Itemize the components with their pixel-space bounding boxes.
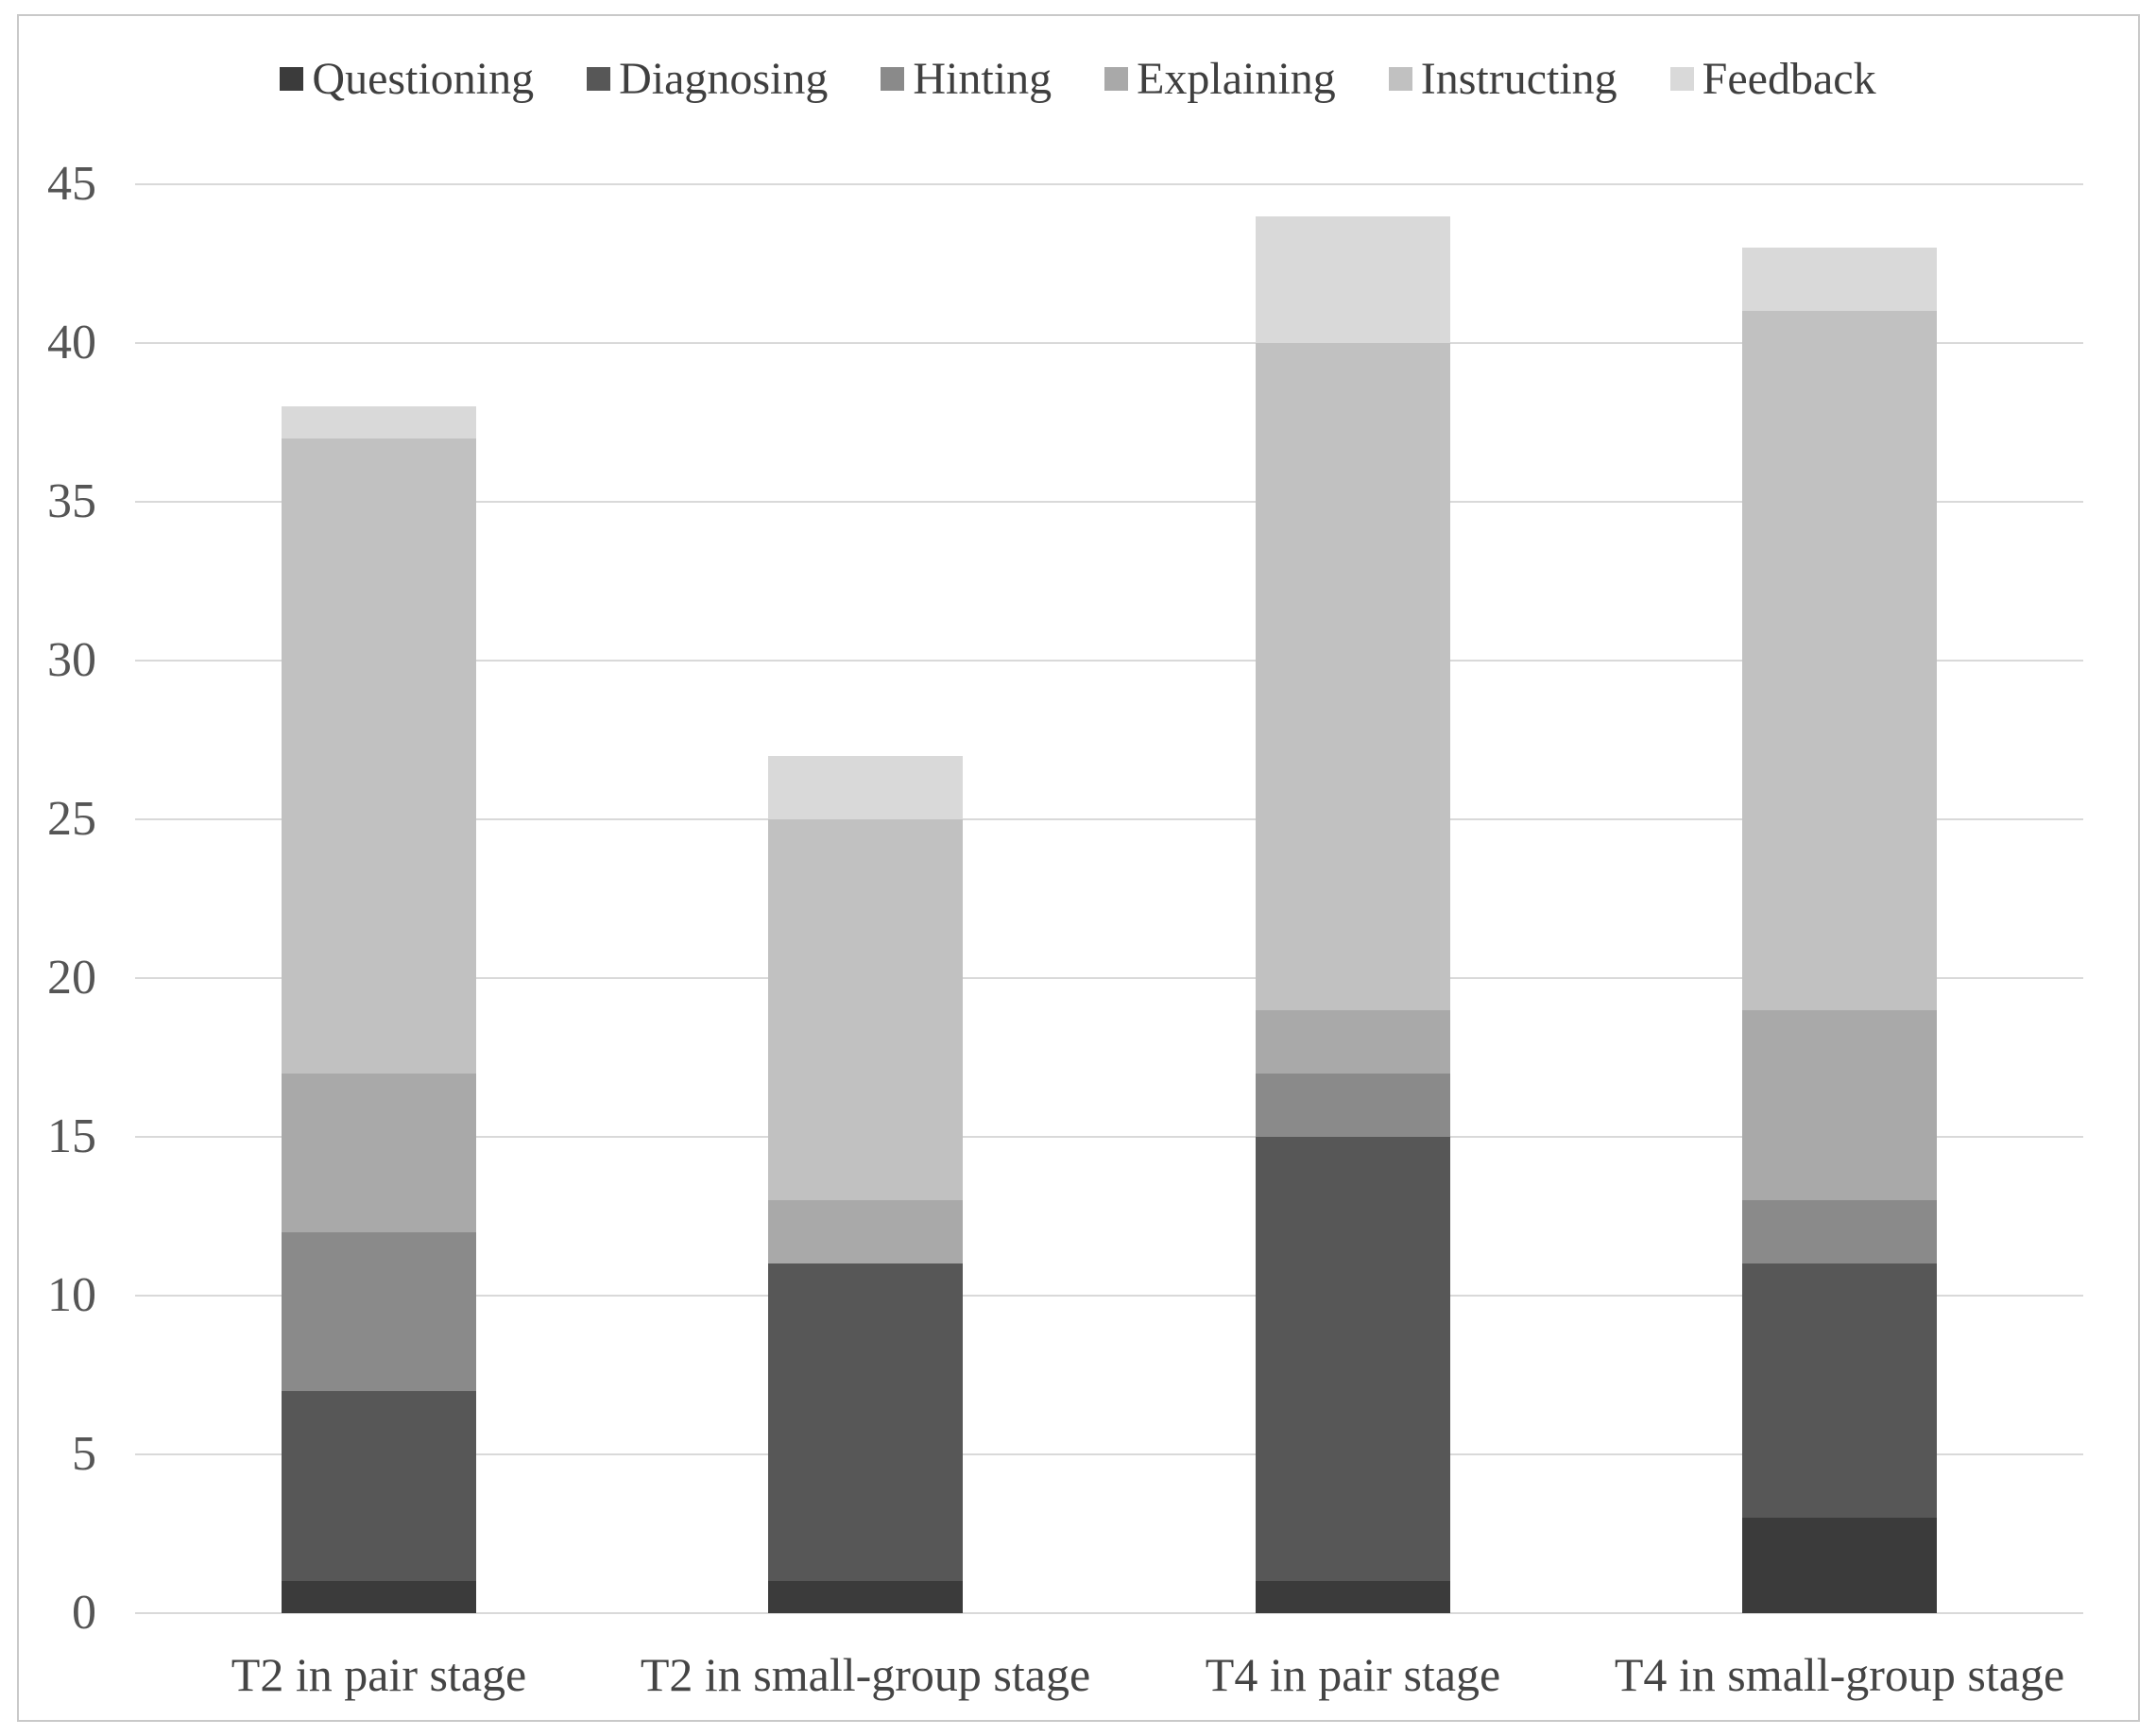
gridline-y-10 bbox=[135, 1295, 2083, 1297]
legend-item-instructing: Instructing bbox=[1388, 53, 1617, 105]
bar-segment-instructing-cat3 bbox=[1256, 343, 1450, 1010]
bar-segment-explaining-cat1 bbox=[282, 1073, 476, 1232]
y-axis-tick-label-10: 10 bbox=[47, 1268, 96, 1322]
bar-segment-questioning-cat3 bbox=[1256, 1581, 1450, 1613]
gridline-y-0 bbox=[135, 1612, 2083, 1614]
x-axis-category-label-4: T4 in small-group stage bbox=[1614, 1648, 2065, 1701]
gridline-y-20 bbox=[135, 977, 2083, 979]
bar-segment-instructing-cat4 bbox=[1742, 311, 1937, 1010]
y-axis-tick-label-45: 45 bbox=[47, 157, 96, 211]
legend-item-hinting: Hinting bbox=[881, 53, 1052, 105]
legend-label-instructing: Instructing bbox=[1420, 53, 1617, 104]
x-axis-category-label-3: T4 in pair stage bbox=[1205, 1648, 1501, 1701]
bar-segment-hinting-cat3 bbox=[1256, 1073, 1450, 1137]
bar-segment-diagnosing-cat4 bbox=[1742, 1263, 1937, 1519]
legend-item-questioning: Questioning bbox=[280, 53, 534, 105]
gridline-y-35 bbox=[135, 501, 2083, 503]
y-axis-tick-label-35: 35 bbox=[47, 474, 96, 528]
bar-segment-feedback-cat1 bbox=[282, 406, 476, 438]
y-axis-tick-label-40: 40 bbox=[47, 316, 96, 370]
bar-segment-feedback-cat3 bbox=[1256, 215, 1450, 343]
bar-segment-explaining-cat2 bbox=[768, 1200, 963, 1264]
gridline-y-45 bbox=[135, 183, 2083, 185]
bar-segment-questioning-cat2 bbox=[768, 1581, 963, 1613]
legend-swatch-diagnosing bbox=[587, 66, 611, 91]
legend-swatch-feedback bbox=[1669, 66, 1694, 91]
gridline-y-40 bbox=[135, 342, 2083, 344]
gridline-y-25 bbox=[135, 818, 2083, 820]
legend-label-feedback: Feedback bbox=[1702, 53, 1876, 104]
bar-segment-explaining-cat4 bbox=[1742, 1009, 1937, 1201]
bar-segment-hinting-cat1 bbox=[282, 1231, 476, 1391]
y-axis-tick-label-25: 25 bbox=[47, 792, 96, 846]
legend-swatch-hinting bbox=[881, 66, 905, 91]
legend-label-hinting: Hinting bbox=[913, 53, 1052, 104]
legend-label-diagnosing: Diagnosing bbox=[619, 53, 829, 104]
y-axis-tick-label-0: 0 bbox=[72, 1586, 96, 1640]
bar-segment-instructing-cat2 bbox=[768, 819, 963, 1201]
legend-item-diagnosing: Diagnosing bbox=[587, 53, 828, 105]
bar-segment-hinting-cat4 bbox=[1742, 1200, 1937, 1264]
y-axis-tick-label-20: 20 bbox=[47, 951, 96, 1005]
legend-swatch-questioning bbox=[280, 66, 304, 91]
y-axis-tick-label-30: 30 bbox=[47, 633, 96, 687]
gridline-y-30 bbox=[135, 660, 2083, 662]
legend-label-questioning: Questioning bbox=[312, 53, 535, 104]
bar-segment-diagnosing-cat1 bbox=[282, 1390, 476, 1582]
bar-segment-diagnosing-cat3 bbox=[1256, 1137, 1450, 1582]
legend-item-explaining: Explaining bbox=[1104, 53, 1336, 105]
y-axis-tick-label-15: 15 bbox=[47, 1109, 96, 1163]
gridline-y-5 bbox=[135, 1453, 2083, 1455]
x-axis-category-label-1: T2 in pair stage bbox=[231, 1648, 527, 1701]
y-axis-tick-label-5: 5 bbox=[72, 1427, 96, 1481]
bar-segment-instructing-cat1 bbox=[282, 438, 476, 1074]
bar-segment-feedback-cat4 bbox=[1742, 248, 1937, 312]
x-axis-category-label-2: T2 in small-group stage bbox=[640, 1648, 1091, 1701]
bar-segment-diagnosing-cat2 bbox=[768, 1263, 963, 1582]
chart-legend: Questioning Diagnosing Hinting Explaining In… bbox=[0, 47, 2156, 110]
legend-swatch-explaining bbox=[1104, 66, 1129, 91]
legend-label-explaining: Explaining bbox=[1137, 53, 1336, 104]
bar-segment-feedback-cat2 bbox=[768, 755, 963, 819]
bar-segment-questioning-cat4 bbox=[1742, 1518, 1937, 1613]
bar-segment-questioning-cat1 bbox=[282, 1581, 476, 1613]
gridline-y-15 bbox=[135, 1136, 2083, 1138]
bar-segment-explaining-cat3 bbox=[1256, 1009, 1450, 1074]
legend-item-feedback: Feedback bbox=[1669, 53, 1876, 105]
legend-swatch-instructing bbox=[1388, 66, 1412, 91]
